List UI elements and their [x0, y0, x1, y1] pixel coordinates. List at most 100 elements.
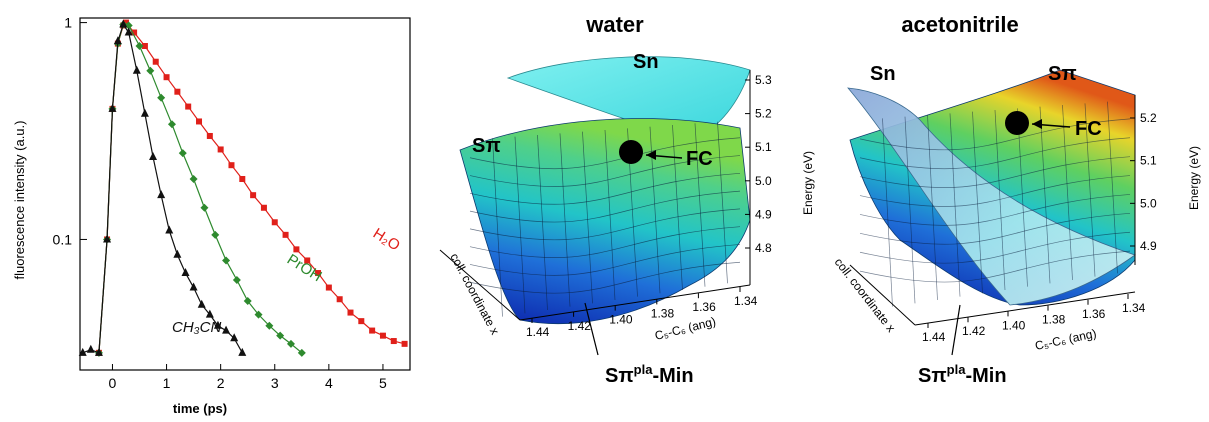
data-point [78, 347, 87, 356]
data-point [205, 309, 214, 318]
mesh-line [859, 118, 1131, 151]
fc-label: FC [1075, 118, 1102, 140]
data-point [152, 58, 159, 65]
energy-tick-label: 5.0 [755, 174, 772, 188]
mesh-line [859, 212, 1131, 245]
data-point [94, 347, 103, 356]
data-point [122, 19, 129, 26]
mesh-line [859, 137, 1131, 170]
mesh-line [469, 226, 741, 258]
x-tick-label: 2 [217, 375, 225, 391]
label-sn: Sn [633, 51, 659, 73]
data-point [401, 340, 408, 347]
data-point [260, 204, 267, 211]
x-tick-label: 0 [109, 375, 117, 391]
data-point [157, 190, 166, 199]
data-point [276, 331, 285, 340]
data-point [189, 282, 198, 291]
mesh-line [604, 129, 616, 301]
mesh-line [469, 208, 741, 241]
data-point [379, 332, 386, 339]
water-surface-svg: water 4.8 4.9 5.0 5.1 5.2 5.3 1.44 1.42 1.40 1.3… [439, 12, 772, 387]
mesh-line [859, 250, 1131, 283]
series-label-proh: PrOH [284, 251, 325, 285]
series-label-ch3cn: CH₃CN [172, 319, 221, 336]
y-tick-label: 1 [64, 15, 72, 31]
label-spi: Sπ [1048, 63, 1077, 85]
data-point [254, 310, 263, 319]
data-point [146, 66, 155, 75]
title-water: water [585, 12, 644, 37]
energy-tick-label: 5.0 [1140, 196, 1157, 210]
mesh-line [469, 172, 741, 205]
energy-tick-label: 4.9 [755, 207, 772, 221]
min-label: Sπpla-Min [605, 362, 694, 387]
data-point [108, 103, 117, 112]
series-layer [78, 19, 408, 357]
mesh-line [994, 109, 1006, 291]
bond-axis [914, 291, 1136, 326]
data-point [315, 270, 322, 277]
bond-tick-label: 1.44 [922, 330, 946, 344]
data-point [163, 74, 170, 81]
data-point [173, 249, 182, 258]
mesh-line [469, 190, 741, 223]
mesh-line [972, 111, 983, 294]
data-point [140, 108, 149, 117]
mesh-line [927, 114, 938, 301]
surface-mesh [859, 101, 1131, 307]
data-point [230, 333, 239, 342]
data-point [124, 27, 133, 36]
mesh-line [1084, 103, 1096, 277]
water-energy-axis-label: Energy (eV) [801, 151, 815, 215]
mesh-line [559, 133, 571, 307]
acetonitrile-surface-svg: acetonitrile 4.95.05.15.2 1.44 1.42 1.40 1.… [832, 12, 1201, 387]
acetonitrile-surface-plot: acetonitrile 4.9 5.0 5.1 5.2 1.44 1.42 1.40 1.… [810, 0, 1209, 422]
energy-ticks: 4.8 4.9 5.0 5.1 5.2 5.3 [745, 73, 772, 255]
data-point [297, 348, 306, 357]
mesh-line [1107, 101, 1118, 274]
lower-surface-spi [459, 118, 751, 325]
mesh-line [859, 231, 1131, 264]
mesh-line [514, 136, 526, 314]
data-point [86, 344, 95, 353]
bond-tick-label: 1.34 [1122, 301, 1146, 315]
mesh-line [717, 121, 728, 284]
fc-point [1005, 111, 1029, 135]
data-point [238, 347, 247, 356]
min-label: Sπpla-Min [918, 362, 1007, 387]
data-point [390, 338, 397, 345]
data-point [293, 246, 300, 253]
decay-chart-svg: 0 1 2 3 4 5 0.1 1 time (ps) fluorescence intens… [12, 15, 411, 416]
data-point [286, 339, 295, 348]
data-point [217, 146, 224, 153]
bond-ticks: 1.44 1.42 1.40 1.38 1.36 1.34 [526, 287, 758, 339]
data-point [228, 162, 235, 169]
bond-tick-label: 1.40 [609, 313, 633, 327]
data-point [222, 325, 231, 334]
mesh-line [469, 155, 741, 187]
coll-axis-label: coll. coordinate x [832, 255, 898, 335]
data-point [232, 276, 241, 285]
mesh-line [469, 244, 741, 276]
data-point [103, 234, 112, 243]
mesh-line [859, 156, 1131, 188]
energy-tick-label: 5.3 [755, 73, 772, 87]
data-point [119, 19, 128, 28]
min-pointer [584, 302, 599, 356]
x-tick-label: 1 [163, 375, 171, 391]
data-point [213, 320, 222, 329]
water-surface-plot: water 4.8 4.9 5.0 5.1 5.2 5.3 1.44 1.42 1.40 1.3… [420, 0, 800, 422]
x-tick-label: 4 [325, 375, 333, 391]
y-axis-label: fluorescence intensity (a.u.) [12, 121, 27, 280]
data-point [325, 284, 332, 291]
mesh-line [859, 175, 1131, 207]
water-energy-label-svg: Energy (eV) [801, 151, 815, 215]
bond-tick-label: 1.44 [526, 325, 550, 339]
data-point [271, 219, 278, 226]
mesh-line [694, 123, 706, 287]
mesh-line [904, 116, 916, 304]
data-point [165, 225, 174, 234]
mesh-line [882, 118, 893, 307]
fc-arrowhead [1032, 119, 1042, 129]
